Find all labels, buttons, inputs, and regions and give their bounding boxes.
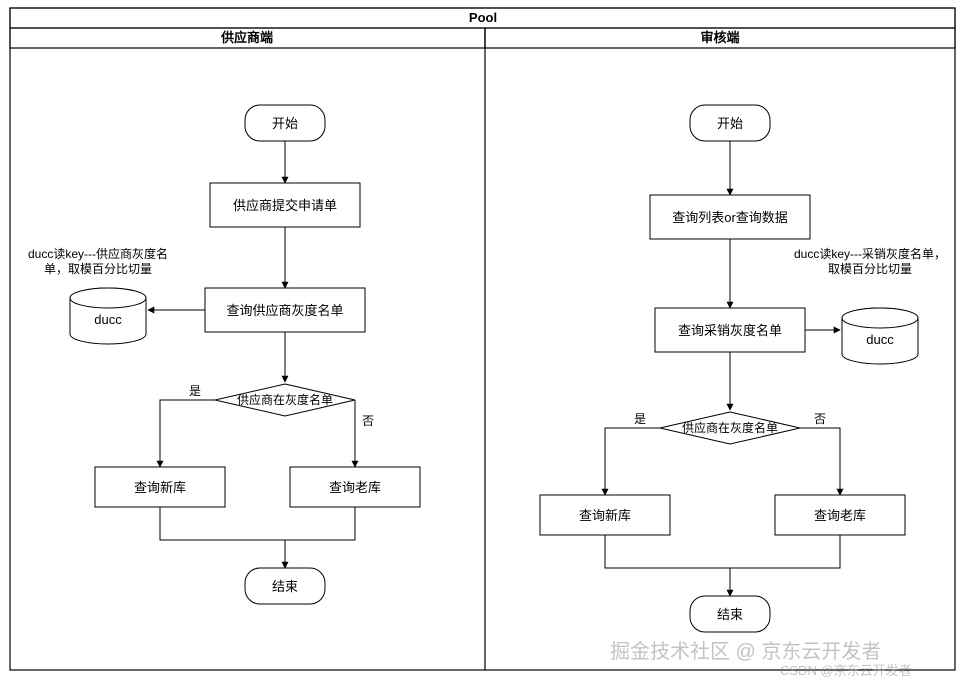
ducc-label: ducc [866,332,894,347]
submit-label: 供应商提交申请单 [233,198,337,213]
ducc-note-1: ducc读key---采销灰度名单， [794,246,946,261]
start-label: 开始 [717,116,743,131]
edge-new-end [160,507,285,568]
lane-label-left: 供应商端 [220,30,273,45]
query-label: 查询供应商灰度名单 [226,303,343,318]
olddb-label: 查询老库 [329,480,381,495]
lane-right: 开始 查询列表or查询数据 查询采销灰度名单 ducc ducc读key---采… [540,105,946,632]
edge-old-end [730,535,840,568]
lane-left: 开始 供应商提交申请单 查询供应商灰度名单 ducc ducc读key---供应… [28,105,420,604]
yes-label: 是 [634,412,646,426]
ducc-note-2: 取模百分比切量 [828,262,912,276]
edge-no [800,428,840,495]
ducc-label: ducc [94,312,122,327]
ducc-note-1: ducc读key---供应商灰度名 [28,246,168,261]
end-label: 结束 [272,579,298,594]
decision-label: 供应商在灰度名单 [237,392,333,407]
yes-label: 是 [189,384,201,398]
edge-old-end [285,507,355,540]
lane-label-right: 审核端 [700,30,739,45]
ducc-cylinder: ducc [842,308,918,364]
start-label: 开始 [272,116,298,131]
pool-frame [10,8,955,670]
decision-label: 供应商在灰度名单 [682,420,778,435]
query1-label: 查询列表or查询数据 [672,210,788,225]
pool-title: Pool [469,10,497,25]
end-label: 结束 [717,607,743,622]
edge-yes [605,428,660,495]
query2-label: 查询采销灰度名单 [678,323,782,338]
ducc-cylinder: ducc [70,288,146,344]
edge-yes [160,400,215,467]
ducc-note-2: 单，取模百分比切量 [44,262,152,276]
newdb-label: 查询新库 [134,480,186,495]
no-label: 否 [362,414,374,428]
edge-new-end [605,535,730,596]
olddb-label: 查询老库 [814,508,866,523]
newdb-label: 查询新库 [579,508,631,523]
no-label: 否 [814,412,826,426]
